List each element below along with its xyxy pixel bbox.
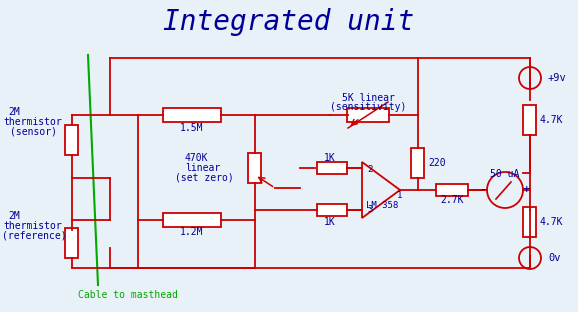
Text: +: + [523,183,530,197]
Bar [163,213,221,227]
Text: 3: 3 [367,206,372,215]
Text: 1K: 1K [324,217,336,227]
Text: Integrated unit: Integrated unit [164,8,414,36]
Text: 1K: 1K [324,153,336,163]
Bar [65,125,79,155]
Text: +9v: +9v [548,73,567,83]
Bar [436,184,468,196]
Bar [412,148,424,178]
Bar [317,204,347,216]
Text: linear: linear [185,163,220,173]
Text: (sensitivity): (sensitivity) [330,102,406,112]
Text: 4.7K: 4.7K [540,217,564,227]
Text: 2M: 2M [8,107,20,117]
Text: -: - [480,183,488,197]
Text: 2.7K: 2.7K [440,195,464,205]
Text: (reference): (reference) [2,231,66,241]
Text: 2: 2 [367,165,372,174]
Text: 50 uA: 50 uA [490,169,520,179]
Text: 1.2M: 1.2M [180,227,204,237]
Bar [163,108,221,122]
Text: 0v: 0v [548,253,561,263]
Bar [65,228,79,258]
Text: 220: 220 [428,158,446,168]
Bar [524,207,536,237]
Text: thermistor: thermistor [3,117,62,127]
Text: 4.7K: 4.7K [540,115,564,125]
Text: 5K linear: 5K linear [342,93,394,103]
Bar [524,105,536,135]
Text: 1: 1 [397,192,403,201]
Bar [317,162,347,174]
Text: Cable to masthead: Cable to masthead [78,290,178,300]
Text: 470K: 470K [185,153,209,163]
Text: 1.5M: 1.5M [180,123,204,133]
Text: thermistor: thermistor [3,221,62,231]
Text: LM 358: LM 358 [366,201,398,209]
Text: 2M: 2M [8,211,20,221]
Text: (set zero): (set zero) [175,173,234,183]
Text: (sensor): (sensor) [10,127,57,137]
Bar [347,108,389,122]
Bar [249,153,261,183]
